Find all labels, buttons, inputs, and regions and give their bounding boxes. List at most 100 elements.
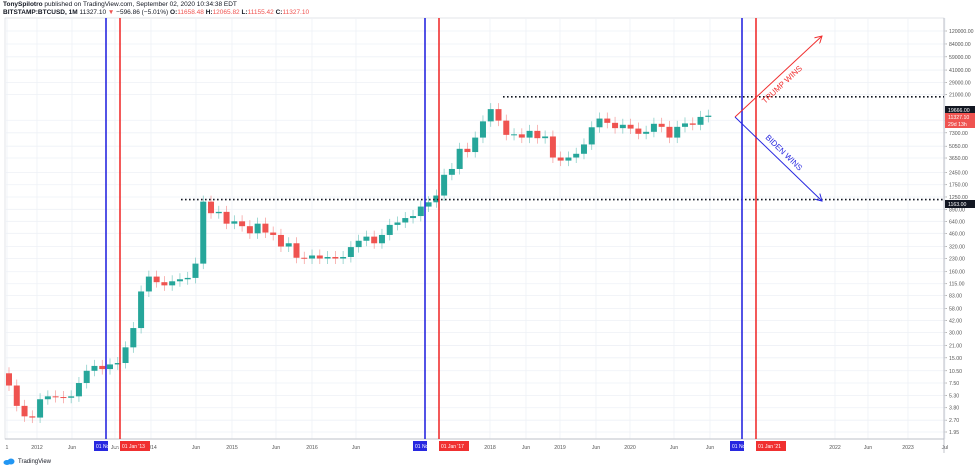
candle-body[interactable] <box>472 137 479 153</box>
cloud-icon <box>3 458 15 465</box>
candle-body[interactable] <box>386 224 393 235</box>
candle-body[interactable] <box>674 126 681 138</box>
publisher-name[interactable]: TonySpilotro <box>3 1 43 8</box>
candle-body[interactable] <box>355 240 362 248</box>
candle-body[interactable] <box>542 136 549 139</box>
candle-body[interactable] <box>573 153 580 158</box>
candle-body[interactable] <box>254 223 261 234</box>
candle-body[interactable] <box>130 328 137 348</box>
biden-wins-arrow[interactable] <box>734 116 822 201</box>
candle-body[interactable] <box>60 397 67 399</box>
candle-body[interactable] <box>643 131 650 134</box>
candle-body[interactable] <box>495 109 502 121</box>
candle-body[interactable] <box>122 347 129 364</box>
candle-body[interactable] <box>394 222 401 225</box>
candle-body[interactable] <box>402 218 409 223</box>
x-tick-label: 2018 <box>484 445 496 451</box>
candle-body[interactable] <box>75 383 82 397</box>
candle-body[interactable] <box>99 365 106 370</box>
candle-body[interactable] <box>635 128 642 134</box>
candle-body[interactable] <box>176 279 183 282</box>
candle-body[interactable] <box>596 118 603 128</box>
candle-body[interactable] <box>441 174 448 196</box>
candle-body[interactable] <box>231 221 238 224</box>
candle-body[interactable] <box>138 291 145 329</box>
candle-body[interactable] <box>293 243 300 258</box>
candle-body[interactable] <box>44 396 51 400</box>
candle-body[interactable] <box>549 136 556 158</box>
candle-body[interactable] <box>378 234 385 244</box>
candle-body[interactable] <box>487 109 494 122</box>
candle-body[interactable] <box>301 257 308 259</box>
candle-body[interactable] <box>200 201 207 264</box>
candle-body[interactable] <box>689 123 696 125</box>
candle-body[interactable] <box>332 256 339 259</box>
candle-body[interactable] <box>192 263 199 278</box>
candle-body[interactable] <box>464 148 471 153</box>
candle-body[interactable] <box>347 247 354 257</box>
candle-body[interactable] <box>239 221 246 227</box>
candle-body[interactable] <box>208 201 215 214</box>
candle-body[interactable] <box>6 373 12 386</box>
candle-body[interactable] <box>29 416 36 418</box>
candle-body[interactable] <box>417 206 424 217</box>
candle-body[interactable] <box>316 255 323 259</box>
candle-body[interactable] <box>153 276 160 283</box>
candle-body[interactable] <box>619 124 626 129</box>
candle-body[interactable] <box>184 277 191 280</box>
candle-body[interactable] <box>526 130 533 138</box>
candle-body[interactable] <box>650 123 657 132</box>
candle-body[interactable] <box>681 123 688 127</box>
candle-body[interactable] <box>91 365 98 371</box>
candle-body[interactable] <box>425 202 432 207</box>
candle-body[interactable] <box>557 157 564 161</box>
candle-body[interactable] <box>285 243 292 247</box>
candle-body[interactable] <box>666 126 673 138</box>
candle-body[interactable] <box>503 120 510 135</box>
candle-body[interactable] <box>114 363 121 365</box>
candle-body[interactable] <box>68 396 75 398</box>
candle-body[interactable] <box>479 121 486 138</box>
candle-body[interactable] <box>262 223 269 233</box>
tradingview-logo[interactable]: TradingView <box>3 458 51 465</box>
candle-body[interactable] <box>340 256 347 259</box>
candle-body[interactable] <box>612 122 619 129</box>
candle-body[interactable] <box>223 211 230 224</box>
candle-body[interactable] <box>145 276 152 292</box>
candle-body[interactable] <box>13 385 20 406</box>
candle-body[interactable] <box>627 124 634 129</box>
candle-body[interactable] <box>277 234 284 247</box>
trump-wins-arrow[interactable] <box>734 36 822 118</box>
candle-body[interactable] <box>456 148 463 169</box>
candle-body[interactable] <box>697 116 704 125</box>
candle-body[interactable] <box>410 216 417 219</box>
candle-body[interactable] <box>580 144 587 154</box>
candle-body[interactable] <box>371 236 378 244</box>
candle-body[interactable] <box>448 168 455 175</box>
candle-body[interactable] <box>433 195 440 203</box>
candle-body[interactable] <box>169 281 176 286</box>
candle-body[interactable] <box>52 396 59 398</box>
candle-body[interactable] <box>565 157 572 161</box>
candle-body[interactable] <box>363 236 370 241</box>
candle-body[interactable] <box>588 127 595 145</box>
candle-body[interactable] <box>246 226 253 234</box>
candle-body[interactable] <box>658 123 665 127</box>
candle-body[interactable] <box>604 118 611 123</box>
candle-body[interactable] <box>518 134 525 138</box>
candle-body[interactable] <box>270 232 277 235</box>
candle-body[interactable] <box>324 256 331 259</box>
candle-body[interactable] <box>705 115 712 117</box>
candle-body[interactable] <box>534 130 541 139</box>
candle-body[interactable] <box>215 211 222 214</box>
high-label: H: <box>205 9 213 16</box>
candle-body[interactable] <box>511 134 518 136</box>
candle-body[interactable] <box>37 399 44 418</box>
candle-body[interactable] <box>107 364 114 370</box>
candle-body[interactable] <box>21 405 28 417</box>
candle-body[interactable] <box>309 255 316 259</box>
low-value: 11155.42 <box>247 9 274 16</box>
candle-body[interactable] <box>83 370 90 384</box>
candle-body[interactable] <box>161 282 168 286</box>
